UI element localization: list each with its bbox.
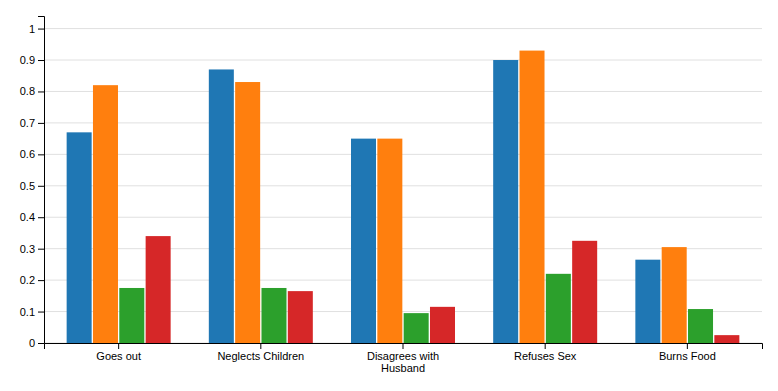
grid-line xyxy=(44,122,762,123)
tick-label: Refuses Sex xyxy=(514,350,577,362)
tick-mark xyxy=(38,60,44,61)
tick-label: 0.8 xyxy=(20,85,35,97)
series xyxy=(93,51,687,343)
axis-line xyxy=(38,17,45,344)
bar xyxy=(235,82,260,343)
tick: 0 xyxy=(29,337,44,349)
bar xyxy=(662,247,687,343)
bar xyxy=(430,307,455,343)
bar xyxy=(67,132,92,343)
x-axis: Goes out Neglects Children Disagrees withH… xyxy=(45,343,763,374)
series xyxy=(146,236,740,343)
tick-label: 0.3 xyxy=(20,243,35,255)
tick-mark xyxy=(118,343,119,349)
tick-label: Burns Food xyxy=(659,350,716,362)
bar xyxy=(146,236,171,343)
tick-mark xyxy=(38,249,44,250)
tick-label: 0.6 xyxy=(20,148,35,160)
series xyxy=(119,274,713,343)
tick: 0.6 xyxy=(20,148,44,160)
tick-mark xyxy=(38,217,44,218)
tick-mark xyxy=(260,343,261,349)
bar xyxy=(635,260,660,343)
tick-label-line: Husband xyxy=(381,362,425,374)
tick-label: 0.5 xyxy=(20,180,35,192)
bar xyxy=(493,60,518,343)
tick-mark xyxy=(38,186,44,187)
tick: Refuses Sex xyxy=(514,343,577,362)
bar xyxy=(546,274,571,343)
bar xyxy=(351,139,376,343)
y-axis: 0 0.1 0.2 0.3 0.4 0.5 0.6 0.7 0.8 0.9 1 xyxy=(20,17,45,350)
tick: Burns Food xyxy=(659,343,716,362)
bar xyxy=(377,139,402,343)
grid-line xyxy=(44,60,762,61)
tick-label: 0.7 xyxy=(20,117,35,129)
bar xyxy=(714,335,739,343)
tick-label-line: Disagrees with xyxy=(367,350,439,362)
tick: Goes out xyxy=(96,343,141,362)
tick-label: 0.1 xyxy=(20,306,35,318)
tick: 1 xyxy=(29,23,44,35)
tick-label: 0.4 xyxy=(20,211,35,223)
bar xyxy=(93,85,118,343)
grid-line xyxy=(44,91,762,92)
tick-mark xyxy=(38,123,44,124)
tick: 0.8 xyxy=(20,85,44,97)
tick: 0.9 xyxy=(20,54,44,66)
tick-mark xyxy=(38,312,44,313)
tick-label-line: Neglects Children xyxy=(217,350,304,362)
bar xyxy=(209,69,234,343)
tick: 0.7 xyxy=(20,117,44,129)
bar xyxy=(520,51,545,343)
tick-mark xyxy=(38,29,44,30)
tick-label: Neglects Children xyxy=(217,350,304,362)
tick-label: 0.9 xyxy=(20,54,35,66)
tick-label-line: Goes out xyxy=(96,350,141,362)
plot: 0 0.1 0.2 0.3 0.4 0.5 0.6 0.7 0.8 0.9 1 Goes out Neg… xyxy=(20,17,763,375)
bar xyxy=(688,309,713,343)
tick-mark xyxy=(38,343,44,344)
bar xyxy=(261,288,286,343)
tick: 0.1 xyxy=(20,306,44,318)
tick-label: 0.2 xyxy=(20,274,35,286)
axis-line xyxy=(45,344,763,350)
tick: 0.3 xyxy=(20,243,44,255)
tick: 0.5 xyxy=(20,180,44,192)
bar xyxy=(119,288,144,343)
grid-line xyxy=(44,185,762,186)
tick-label-line: Refuses Sex xyxy=(514,350,577,362)
tick-label-line: Burns Food xyxy=(659,350,716,362)
bar xyxy=(404,313,429,343)
grid xyxy=(44,29,762,343)
tick-mark xyxy=(545,343,546,349)
tick-label: Disagrees withHusband xyxy=(367,350,439,375)
grid-line xyxy=(44,154,762,155)
tick-label: 1 xyxy=(29,23,35,35)
tick-mark xyxy=(38,154,44,155)
tick: Disagrees withHusband xyxy=(367,343,439,374)
bar xyxy=(288,291,313,343)
grid-line xyxy=(44,217,762,218)
tick-mark xyxy=(403,343,404,349)
bars xyxy=(67,51,740,343)
chart: 0 0.1 0.2 0.3 0.4 0.5 0.6 0.7 0.8 0.9 1 Goes out Neg… xyxy=(0,0,778,391)
tick-label: 0 xyxy=(29,337,35,349)
grid-line xyxy=(44,28,762,29)
tick: 0.4 xyxy=(20,211,44,223)
series xyxy=(67,60,661,343)
tick-label: Goes out xyxy=(96,350,141,362)
tick: Neglects Children xyxy=(217,343,304,362)
tick-mark xyxy=(38,280,44,281)
bar xyxy=(572,241,597,343)
tick-mark xyxy=(38,91,44,92)
tick-mark xyxy=(687,343,688,349)
tick: 0.2 xyxy=(20,274,44,286)
